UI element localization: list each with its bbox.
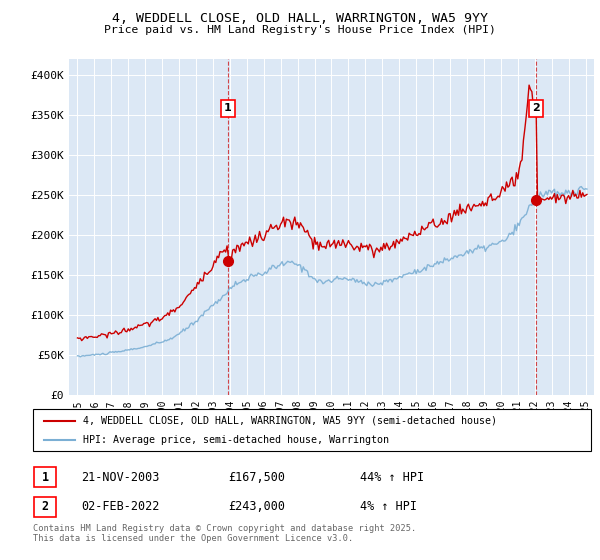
Text: 1: 1 — [224, 104, 232, 114]
Text: £243,000: £243,000 — [228, 500, 285, 514]
Text: 4, WEDDELL CLOSE, OLD HALL, WARRINGTON, WA5 9YY: 4, WEDDELL CLOSE, OLD HALL, WARRINGTON, … — [112, 12, 488, 25]
Text: HPI: Average price, semi-detached house, Warrington: HPI: Average price, semi-detached house,… — [83, 435, 389, 445]
Text: 44% ↑ HPI: 44% ↑ HPI — [360, 470, 424, 484]
Text: 21-NOV-2003: 21-NOV-2003 — [81, 470, 160, 484]
Text: 1: 1 — [41, 470, 49, 484]
Text: Contains HM Land Registry data © Crown copyright and database right 2025.
This d: Contains HM Land Registry data © Crown c… — [33, 524, 416, 543]
Text: 4, WEDDELL CLOSE, OLD HALL, WARRINGTON, WA5 9YY (semi-detached house): 4, WEDDELL CLOSE, OLD HALL, WARRINGTON, … — [83, 416, 497, 426]
Text: 2: 2 — [41, 500, 49, 514]
Text: £167,500: £167,500 — [228, 470, 285, 484]
Text: 2: 2 — [532, 104, 540, 114]
Text: Price paid vs. HM Land Registry's House Price Index (HPI): Price paid vs. HM Land Registry's House … — [104, 25, 496, 35]
Text: 02-FEB-2022: 02-FEB-2022 — [81, 500, 160, 514]
Text: 4% ↑ HPI: 4% ↑ HPI — [360, 500, 417, 514]
